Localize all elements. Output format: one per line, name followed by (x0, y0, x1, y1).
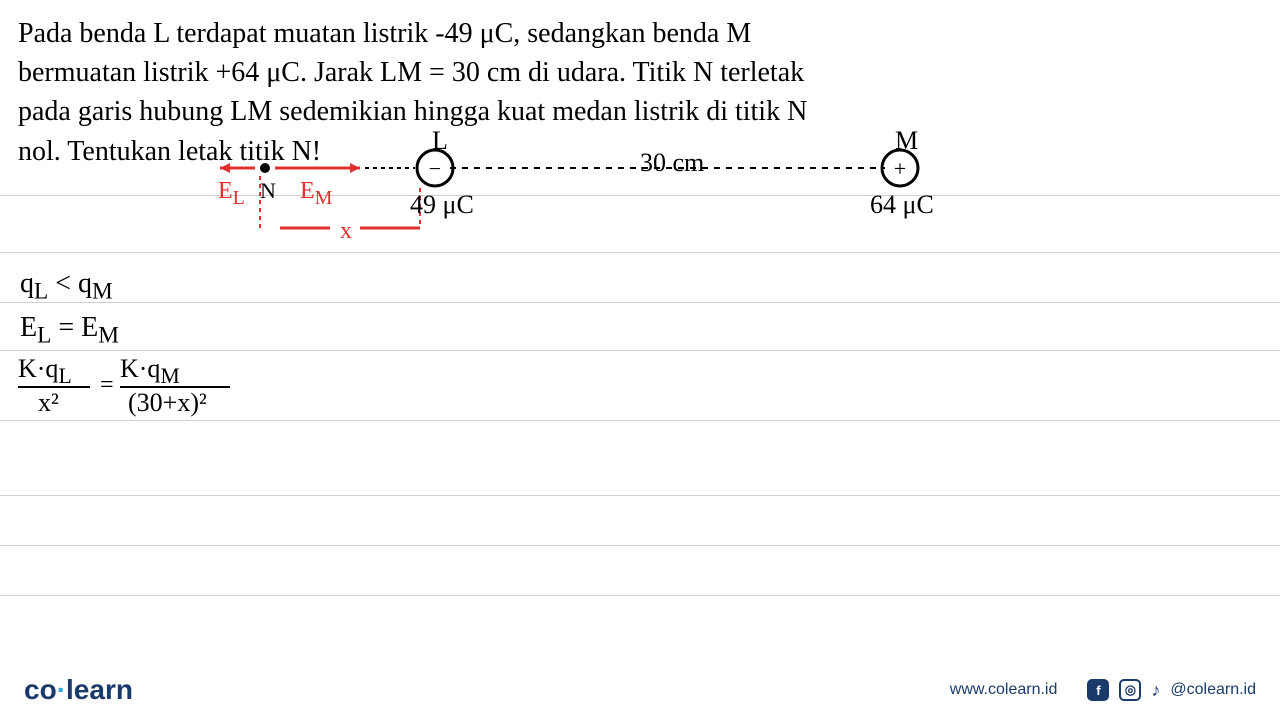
work-line-3-num1: K·qL (18, 354, 72, 389)
problem-line-2: bermuatan listrik +64 μC. Jarak LM = 30 … (18, 57, 804, 88)
label-m: M (895, 126, 918, 156)
rule-line (0, 420, 1280, 421)
work-line-1: qL < qM (20, 268, 113, 306)
rule-line (0, 545, 1280, 546)
m-charge-label: 64 μC (870, 190, 934, 220)
logo-dot: · (57, 674, 66, 705)
svg-text:+: + (894, 156, 906, 181)
rule-line (0, 595, 1280, 596)
work-line-3-den1: x² (38, 388, 59, 418)
rule-line (0, 252, 1280, 253)
el-label: EL (218, 178, 245, 210)
work-line-2: EL = EM (20, 312, 119, 350)
rule-line (0, 302, 1280, 303)
l-charge-label: 49 μC (410, 190, 474, 220)
label-l: L (432, 126, 448, 156)
x-label: x (340, 218, 352, 245)
instagram-icon: ◎ (1119, 679, 1141, 701)
facebook-icon: f (1087, 679, 1109, 701)
rule-line (0, 350, 1280, 351)
problem-line-1: Pada benda L terdapat muatan listrik -49… (18, 18, 751, 49)
work-line-3-num2: K·qM (120, 354, 180, 389)
tiktok-icon: ♪ (1151, 680, 1160, 701)
svg-text:−: − (429, 156, 441, 181)
logo-left: co (24, 674, 57, 705)
footer-right: www.colearn.id f ◎ ♪ @colearn.id (950, 679, 1256, 701)
em-label: EM (300, 178, 332, 210)
n-label: N (260, 178, 276, 204)
footer-url: www.colearn.id (950, 681, 1058, 699)
rule-line (0, 495, 1280, 496)
work-line-3-den2: (30+x)² (128, 388, 207, 418)
social-handle: @colearn.id (1170, 681, 1256, 699)
work-line-3-eq: = (100, 372, 114, 399)
logo-right: learn (66, 674, 133, 705)
problem-line-3: pada garis hubung LM sedemikian hingga k… (18, 96, 807, 127)
footer: co·learn www.colearn.id f ◎ ♪ @colearn.i… (0, 660, 1280, 720)
distance-label: 30 cm (640, 148, 704, 178)
brand-logo: co·learn (24, 674, 133, 706)
